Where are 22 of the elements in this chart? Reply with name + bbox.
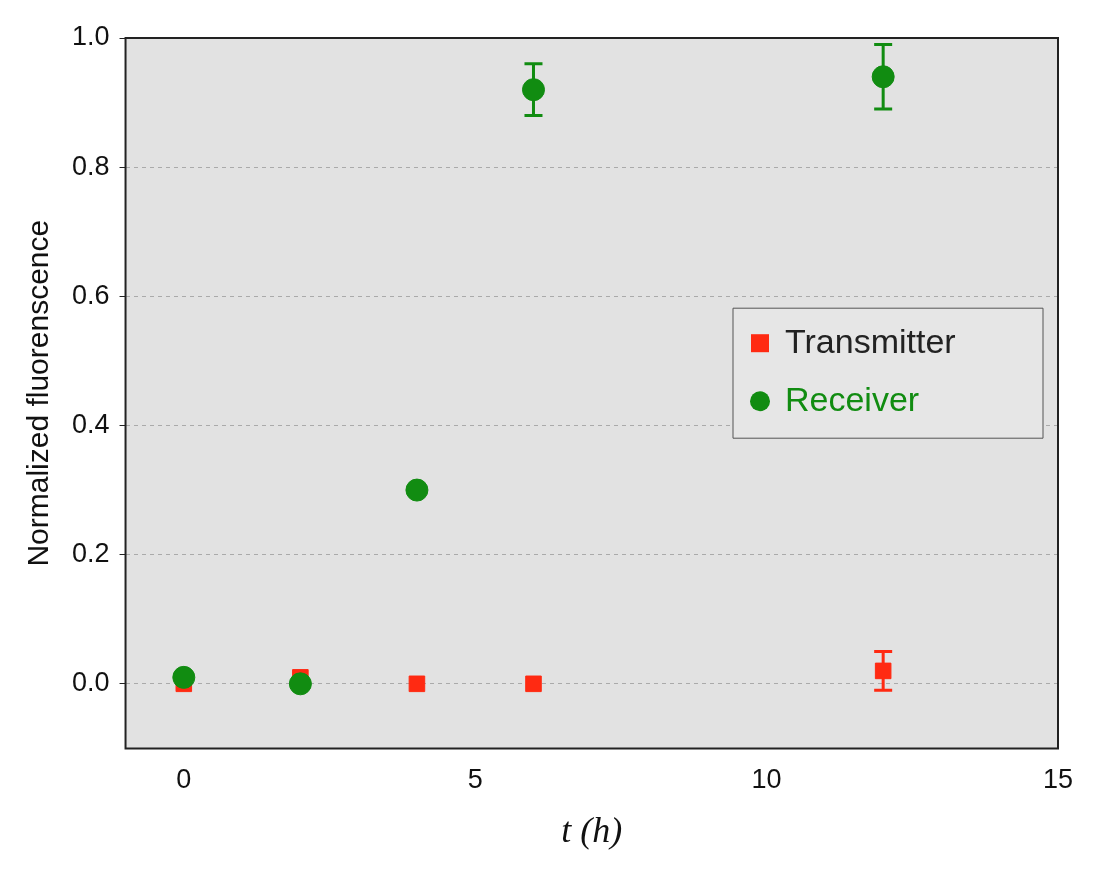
y-tick-label: 0.8 (71, 150, 110, 181)
point (871, 65, 895, 89)
point (521, 78, 545, 102)
y-tick-label: 0.0 (71, 667, 110, 698)
x-tick-label: 0 (176, 764, 192, 795)
x-tick-label: 15 (1042, 764, 1074, 795)
y-axis-title: Normalized fluorenscence (21, 219, 55, 567)
y-tick-label: 0.4 (71, 408, 110, 439)
x-axis-title: t (h) (561, 809, 623, 850)
y-tick-label: 0.2 (71, 538, 110, 569)
point (408, 675, 426, 693)
y-tick-label: 0.6 (71, 279, 110, 310)
y-tick-label: 1.0 (71, 21, 110, 52)
point (288, 672, 312, 696)
point (874, 662, 892, 680)
point (405, 478, 429, 502)
legend-label: Transmitter (785, 321, 956, 360)
legend-label: Receiver (785, 379, 920, 418)
x-tick-label: 5 (467, 764, 483, 795)
x-tick-label: 10 (751, 764, 782, 795)
point (525, 675, 542, 693)
point (172, 665, 196, 689)
